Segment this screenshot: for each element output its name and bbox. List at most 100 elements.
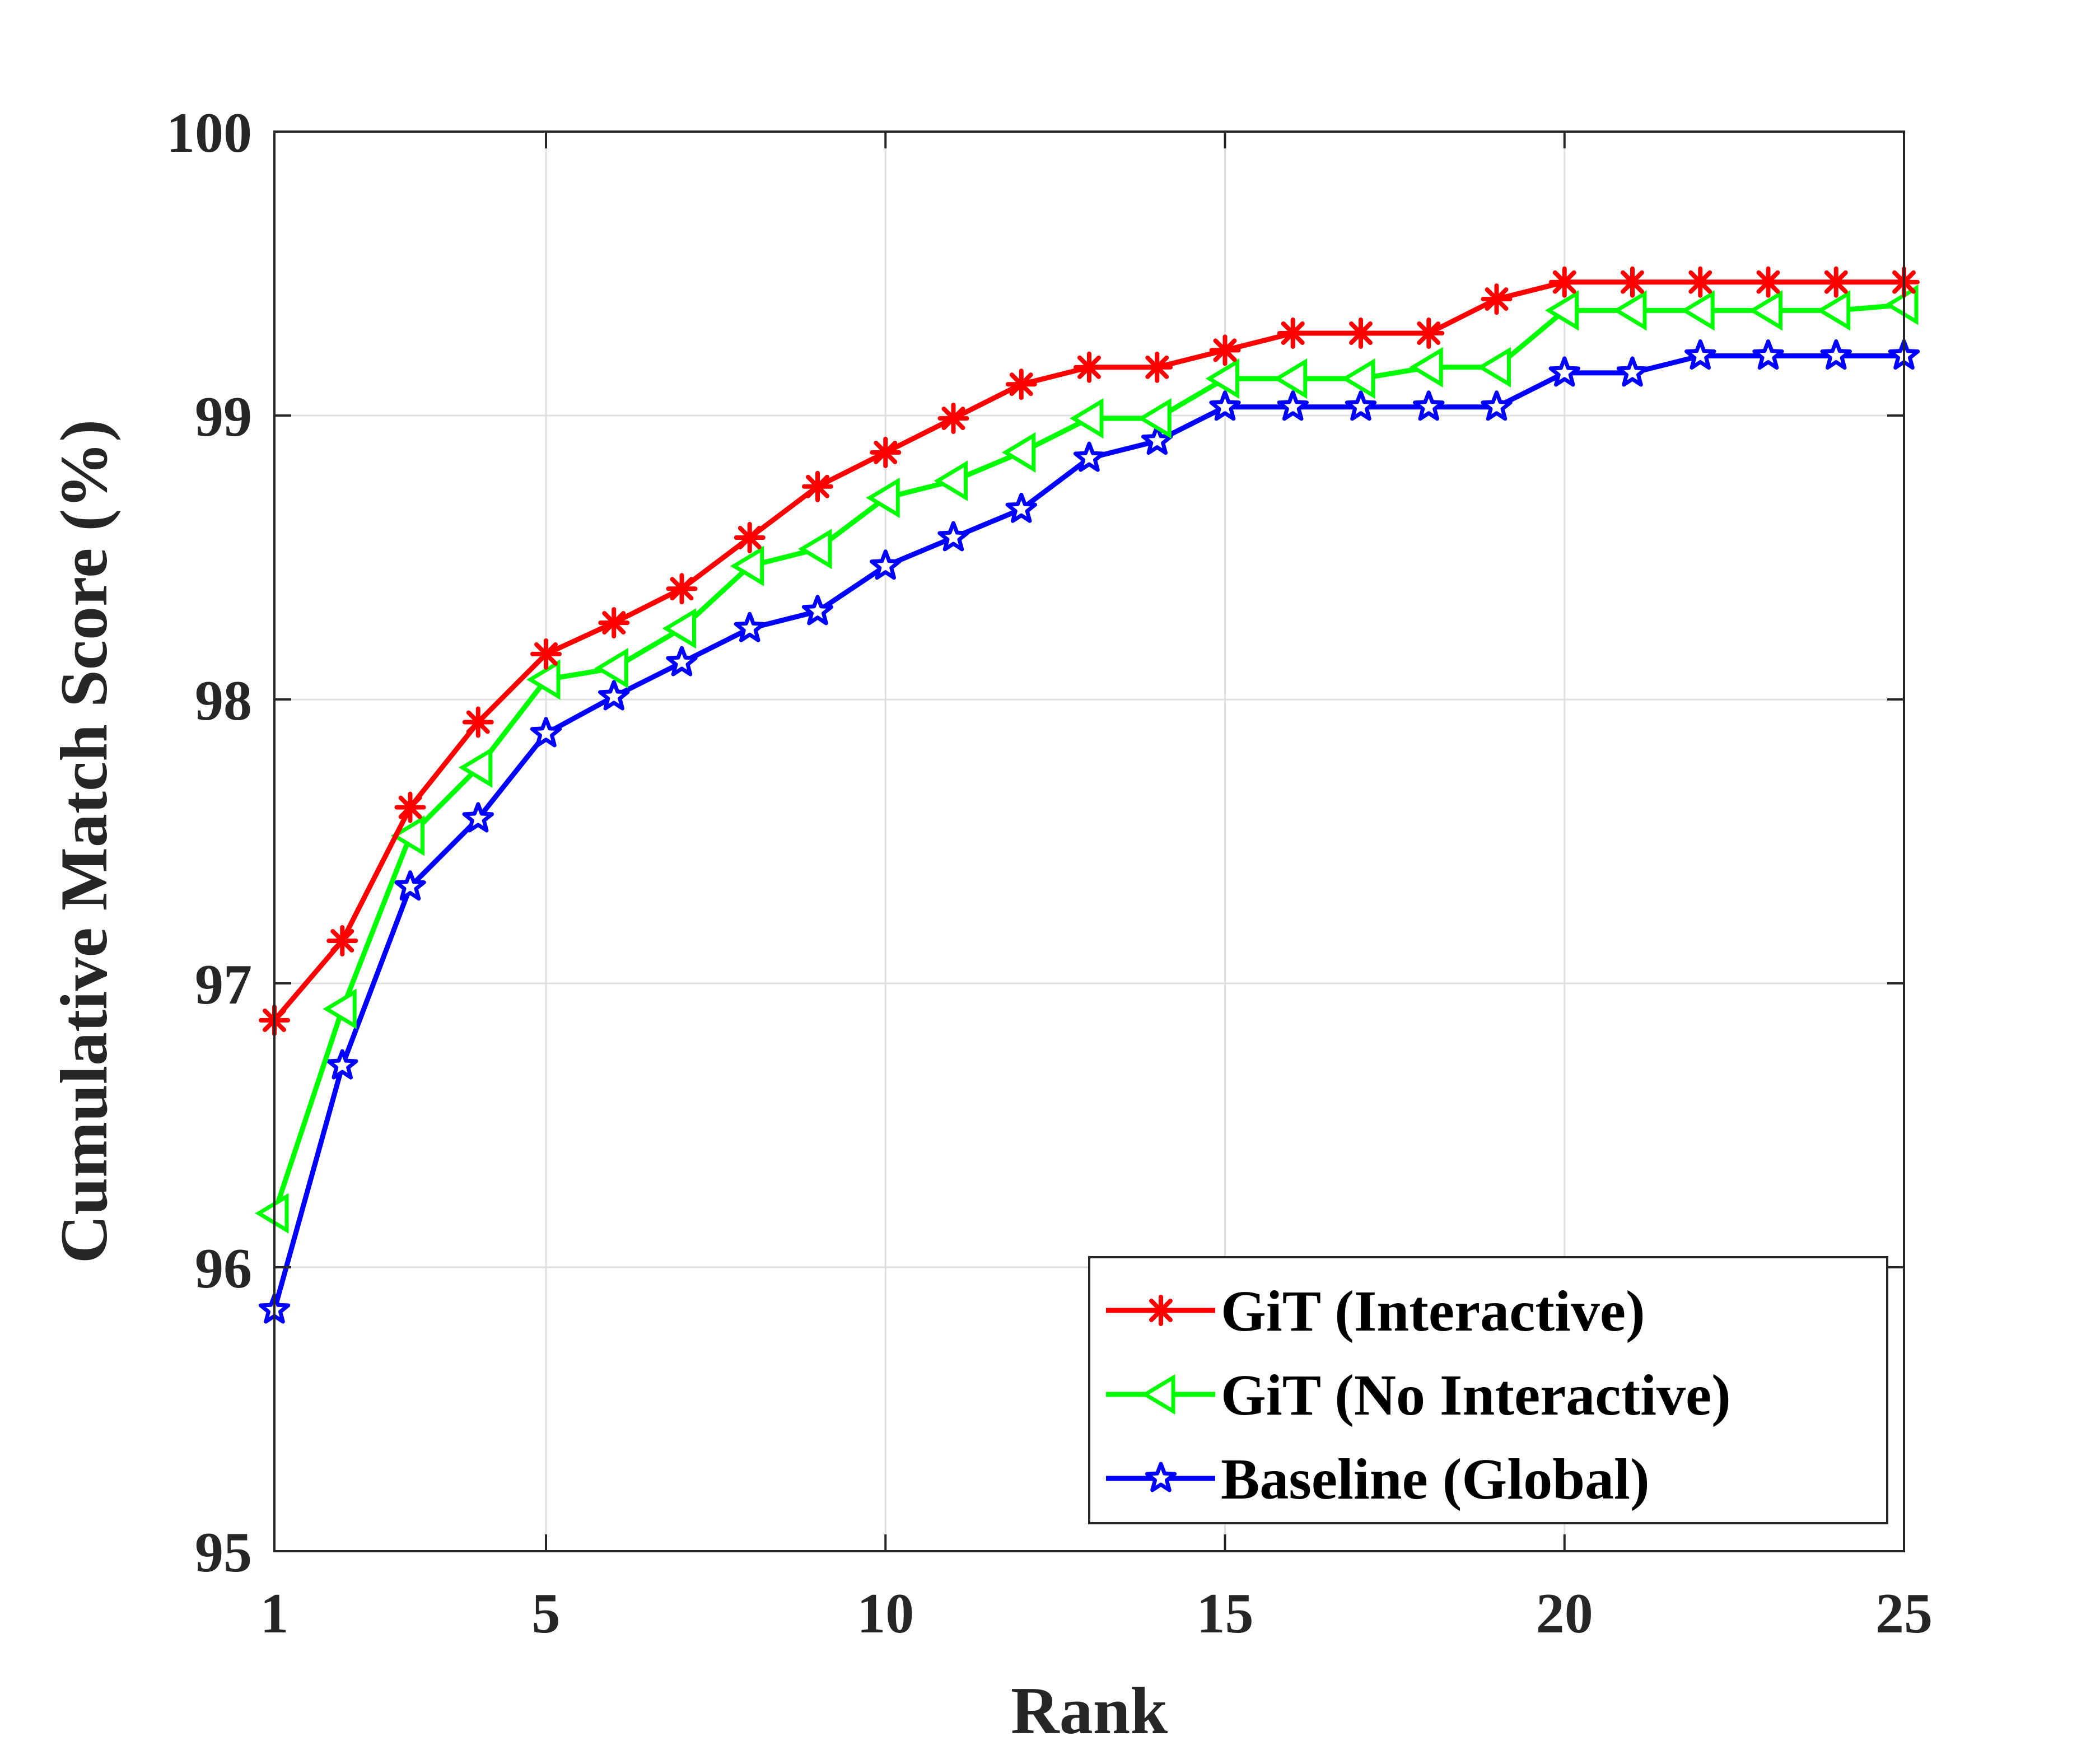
- data-point: [801, 595, 834, 626]
- asterisk-stroke: [738, 526, 762, 549]
- data-point: [1277, 317, 1309, 349]
- data-point: [526, 659, 561, 700]
- asterisk-stroke: [1077, 355, 1101, 379]
- data-point: [1205, 358, 1239, 399]
- asterisk-stroke: [670, 577, 694, 601]
- data-point: [1548, 266, 1580, 298]
- data-point: [937, 521, 969, 552]
- legend-entry-2: GiT (No Interactive): [1106, 1363, 1731, 1427]
- data-point: [1413, 317, 1445, 349]
- data-point: [734, 522, 766, 554]
- data-point: [1074, 351, 1105, 383]
- asterisk-stroke: [1756, 270, 1780, 294]
- x-tick-label: 5: [532, 1582, 561, 1645]
- legend-marker: [1145, 1295, 1177, 1326]
- asterisk-stroke: [1149, 1299, 1173, 1322]
- data-point: [1820, 339, 1852, 370]
- series-group: [255, 266, 1920, 1324]
- data-point: [666, 646, 698, 676]
- data-point: [1816, 290, 1851, 331]
- y-tick-label: 97: [195, 953, 252, 1016]
- y-tick-label: 98: [195, 669, 252, 732]
- data-point: [1137, 398, 1172, 439]
- data-point: [1616, 356, 1649, 387]
- data-point: [798, 529, 832, 570]
- asterisk-stroke: [1145, 355, 1169, 379]
- data-point: [462, 706, 494, 738]
- y-tick-label: 95: [195, 1521, 252, 1584]
- asterisk-stroke: [534, 642, 558, 666]
- data-point: [1413, 390, 1445, 421]
- y-tick-label: 96: [195, 1237, 252, 1300]
- legend-label: Baseline (Global): [1221, 1447, 1650, 1511]
- asterisk-stroke: [1009, 372, 1033, 396]
- data-point: [662, 608, 696, 649]
- x-tick-label: 20: [1536, 1582, 1593, 1645]
- x-tick-label: 10: [857, 1582, 914, 1645]
- data-point: [730, 545, 764, 586]
- data-point: [530, 717, 562, 748]
- data-point: [390, 815, 424, 856]
- data-point: [394, 870, 426, 901]
- data-point: [666, 573, 698, 605]
- legend-marker: [1141, 1374, 1175, 1415]
- data-point: [1748, 290, 1782, 331]
- data-point: [326, 925, 358, 956]
- data-point: [1001, 432, 1036, 473]
- data-point: [1345, 390, 1377, 421]
- data-point: [1409, 347, 1443, 388]
- axis-ticks: [273, 130, 1905, 1552]
- asterisk-stroke: [1281, 321, 1305, 345]
- data-point: [458, 747, 493, 788]
- series-3: [258, 339, 1920, 1324]
- data-point: [1617, 266, 1648, 298]
- asterisk-stroke: [1824, 270, 1848, 294]
- data-point: [1005, 368, 1037, 400]
- data-point: [1141, 424, 1173, 455]
- data-point: [598, 607, 630, 639]
- data-point: [870, 436, 902, 468]
- series-1: [259, 266, 1920, 1036]
- legend-label: GiT (Interactive): [1221, 1279, 1645, 1343]
- asterisk-stroke: [1349, 321, 1373, 345]
- data-point: [530, 638, 562, 670]
- legend-entry-1: GiT (Interactive): [1106, 1279, 1645, 1343]
- y-tick-label: 100: [166, 101, 252, 165]
- data-point: [870, 549, 902, 580]
- data-point: [594, 648, 628, 689]
- asterisk-stroke: [874, 440, 898, 464]
- series-2: [255, 284, 1919, 1234]
- data-point: [255, 1193, 289, 1234]
- y-tick-label: 99: [195, 385, 252, 449]
- data-point: [1544, 290, 1579, 331]
- y-axis-label: Cumulative Match Score (%): [46, 419, 121, 1264]
- data-point: [1141, 351, 1173, 383]
- data-point: [1548, 356, 1580, 387]
- data-point: [1005, 492, 1037, 523]
- data-point: [394, 791, 426, 823]
- asterisk-stroke: [602, 611, 626, 635]
- legend-entry-3: Baseline (Global): [1106, 1447, 1650, 1511]
- asterisk-stroke: [1688, 270, 1712, 294]
- asterisk-stroke: [1417, 321, 1441, 345]
- data-point: [1481, 283, 1513, 315]
- asterisk-stroke: [398, 795, 422, 819]
- data-point: [1070, 398, 1104, 439]
- data-point: [1481, 390, 1513, 421]
- x-axis-label: Rank: [1011, 1673, 1168, 1748]
- asterisk-stroke: [330, 928, 354, 953]
- asterisk-stroke: [941, 407, 965, 431]
- data-point: [1073, 441, 1105, 472]
- data-point: [866, 477, 900, 519]
- data-point: [1613, 290, 1647, 331]
- x-tick-label: 15: [1197, 1582, 1254, 1645]
- data-point: [1681, 290, 1715, 331]
- legend-label: GiT (No Interactive): [1221, 1363, 1731, 1427]
- data-point: [937, 403, 969, 435]
- asterisk-stroke: [466, 710, 490, 734]
- data-point: [1209, 390, 1241, 421]
- legend-marker: [1145, 1462, 1177, 1492]
- data-point: [734, 612, 766, 642]
- asterisk-stroke: [1621, 270, 1644, 294]
